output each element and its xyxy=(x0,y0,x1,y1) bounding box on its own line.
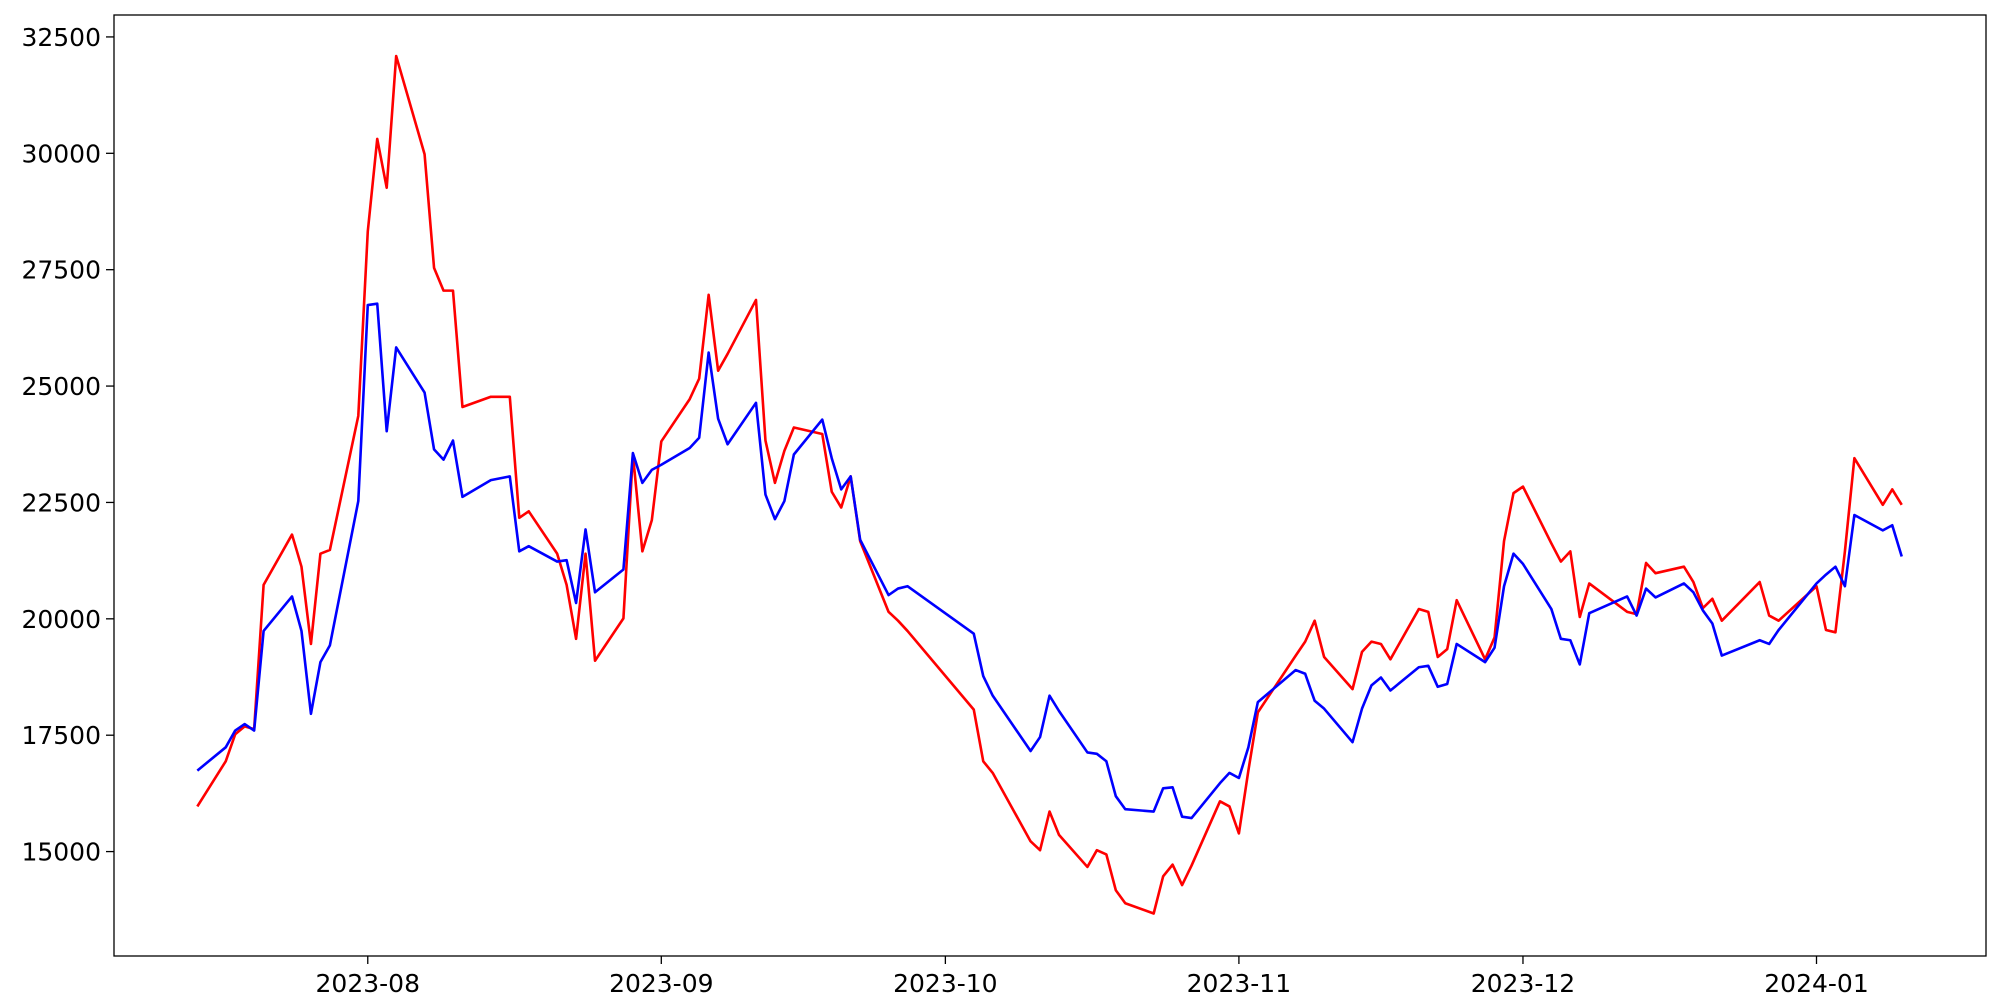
y-tick-label: 27500 xyxy=(21,256,101,285)
y-tick-label: 25000 xyxy=(21,372,101,401)
series-line xyxy=(196,302,1903,820)
plot-frame xyxy=(113,14,1987,957)
y-tick-label: 30000 xyxy=(21,139,101,168)
y-tick-label: 22500 xyxy=(21,488,101,517)
x-tick-label: 2024-01 xyxy=(1764,969,1868,998)
x-tick-label: 2023-08 xyxy=(316,969,420,998)
x-tick-label: 2023-09 xyxy=(609,969,713,998)
series-line xyxy=(196,54,1903,915)
x-tick-label: 2023-12 xyxy=(1471,969,1575,998)
x-tick-label: 2023-10 xyxy=(893,969,997,998)
y-tick-label: 15000 xyxy=(21,838,101,867)
y-tick-label: 17500 xyxy=(21,721,101,750)
y-tick-label: 20000 xyxy=(21,605,101,634)
x-tick-label: 2023-11 xyxy=(1187,969,1291,998)
y-tick-label: 32500 xyxy=(21,23,101,52)
